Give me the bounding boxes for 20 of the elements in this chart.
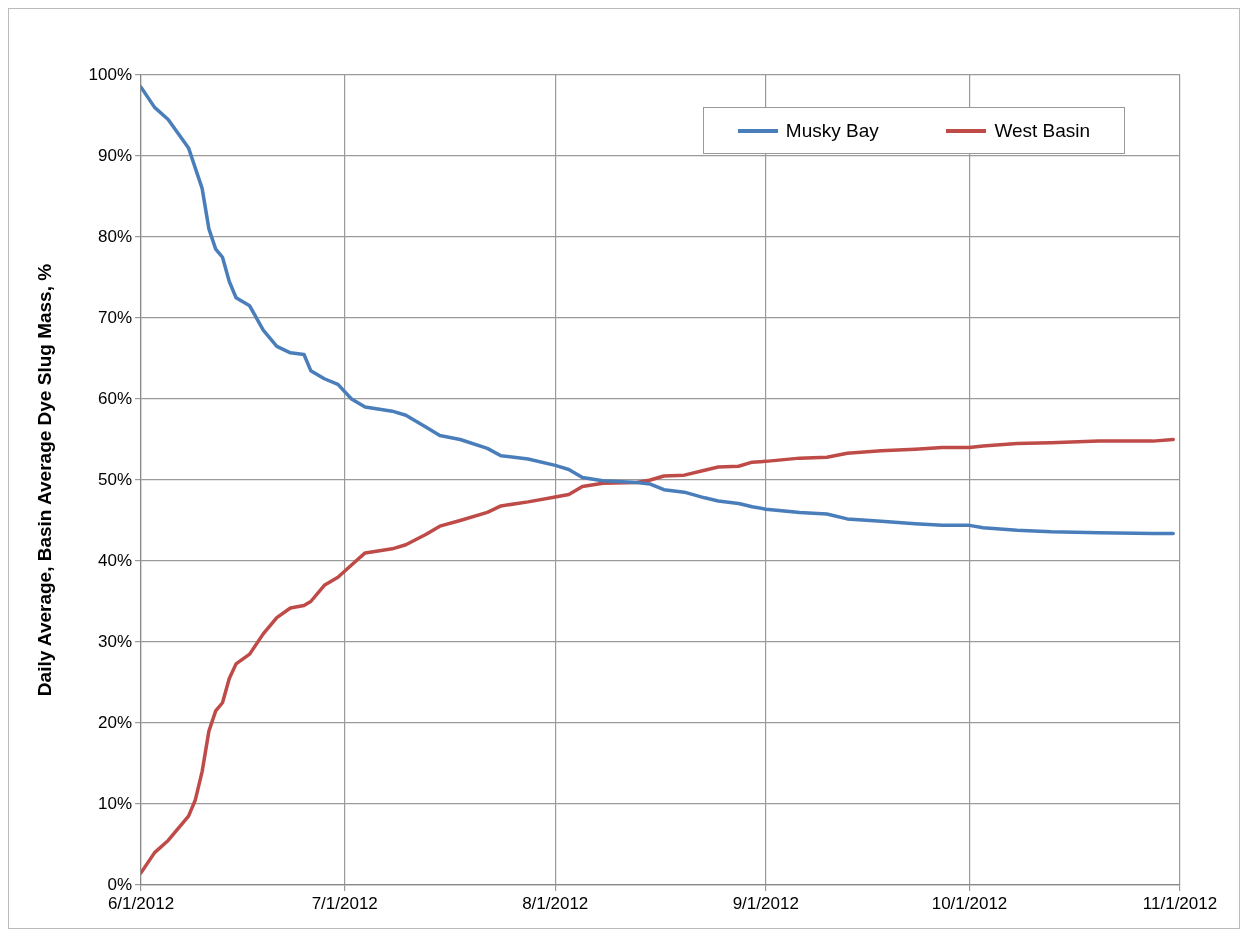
y-tick-label: 30% — [97, 631, 132, 651]
y-tick-label: 0% — [107, 874, 132, 894]
y-tick-label: 40% — [97, 550, 132, 570]
y-tick-label: 80% — [97, 226, 132, 246]
y-tick-label: 100% — [88, 64, 132, 84]
x-tick-label: 9/1/2012 — [732, 893, 799, 913]
x-tick-label: 7/1/2012 — [311, 893, 378, 913]
y-tick-label: 60% — [97, 388, 132, 408]
x-tick-label: 11/1/2012 — [1142, 893, 1218, 913]
y-tick-label: 70% — [97, 307, 132, 327]
legend-label: West Basin — [994, 119, 1091, 142]
y-tick-label: 20% — [97, 712, 132, 732]
y-tick-label: 90% — [97, 145, 132, 165]
legend-label: Musky Bay — [785, 119, 879, 142]
y-tick-label: 50% — [97, 469, 132, 489]
x-tick-label: 8/1/2012 — [522, 893, 589, 913]
x-tick-label: 6/1/2012 — [107, 893, 175, 913]
y-axis-title: Daily Average, Basin Average Dye Slug Mass, % — [33, 263, 55, 697]
y-tick-label: 10% — [97, 793, 132, 813]
x-tick-label: 10/1/2012 — [931, 893, 1008, 913]
